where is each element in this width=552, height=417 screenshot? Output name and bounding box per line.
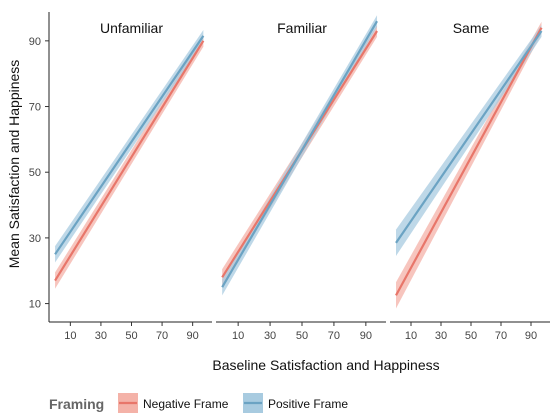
x-tick-label: 90 — [360, 330, 372, 342]
x-axis-title: Baseline Satisfaction and Happiness — [212, 357, 439, 373]
legend-label-negative-frame: Negative Frame — [143, 397, 229, 411]
x-tick-label: 90 — [187, 330, 199, 342]
series-line-positive-frame — [54, 35, 205, 255]
y-tick-label: 90 — [29, 36, 41, 48]
x-tick-label: 10 — [64, 330, 76, 342]
x-tick-label: 70 — [156, 330, 168, 342]
legend-title: Framing — [49, 396, 104, 412]
x-tick-label: 10 — [405, 330, 417, 342]
y-tick-label: 50 — [29, 167, 41, 179]
ci-band-positive-frame — [396, 25, 542, 256]
panel-title: Unfamiliar — [100, 20, 163, 36]
series-line-positive-frame — [221, 20, 378, 288]
panel-title: Familiar — [277, 20, 327, 36]
y-axis-title: Mean Satisfaction and Happiness — [6, 60, 22, 269]
series-line-negative-frame — [395, 27, 543, 296]
x-tick-label: 10 — [232, 330, 244, 342]
legend: Framing Negative Frame Positive Frame — [49, 393, 348, 413]
x-tick-label: 50 — [125, 330, 137, 342]
panel-unfamiliar: Unfamiliar — [54, 20, 205, 289]
x-tick-label: 30 — [435, 330, 447, 342]
series-line-positive-frame — [395, 30, 543, 244]
y-tick-label: 70 — [29, 102, 41, 114]
y-tick-label: 30 — [29, 233, 41, 245]
x-tick-label: 90 — [525, 330, 537, 342]
panel-same: Same — [395, 20, 543, 309]
panels-layer: Unfamiliar Familiar Same — [54, 15, 543, 309]
y-tick-label: 10 — [29, 299, 41, 311]
series-line-negative-frame — [54, 40, 205, 282]
x-tick-label: 70 — [328, 330, 340, 342]
legend-label-positive-frame: Positive Frame — [268, 397, 348, 411]
x-tick-label: 30 — [95, 330, 107, 342]
panel-familiar: Familiar — [221, 15, 378, 296]
x-tick-label: 30 — [264, 330, 276, 342]
x-tick-label: 70 — [495, 330, 507, 342]
x-tick-label: 50 — [465, 330, 477, 342]
panel-title: Same — [453, 20, 490, 36]
axes-layer: 10 30 50 70 90 10 30 50 70 90 10 30 50 70 90 10 30 50 70 90 — [29, 12, 550, 342]
x-tick-label: 50 — [296, 330, 308, 342]
